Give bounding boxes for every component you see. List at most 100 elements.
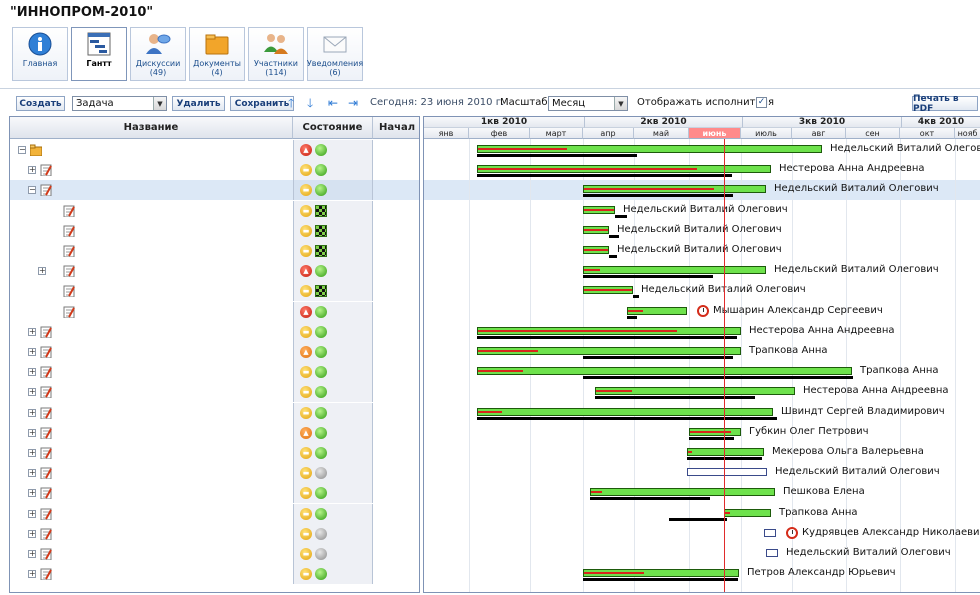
priority-icon: ▬ — [300, 406, 312, 419]
gantt-bar[interactable] — [766, 549, 778, 557]
priority-icon: ▲ — [300, 265, 312, 278]
progress-bar — [584, 208, 614, 211]
expand-icon[interactable]: + — [28, 165, 36, 175]
nav-notifications-button[interactable]: Уведомления (6) — [307, 27, 363, 81]
task-start — [373, 483, 419, 503]
gantt-bar[interactable] — [477, 145, 822, 153]
table-row[interactable]: + ▬ — [10, 321, 419, 342]
table-row[interactable]: + ▬ — [10, 443, 419, 463]
nav-info-button[interactable]: Главная — [12, 27, 68, 81]
assignee-label: Недельский Виталий Олегович — [623, 203, 788, 215]
nav-gantt-button[interactable]: Гантт — [71, 27, 127, 81]
table-row[interactable]: + ▬ — [10, 544, 419, 564]
column-header-state[interactable]: Состояние — [293, 117, 373, 139]
month-header: нояб — [955, 128, 980, 139]
month-gridline — [900, 139, 901, 592]
table-row[interactable]: ▬ — [10, 200, 419, 221]
overdue-clock-icon — [697, 304, 709, 317]
task-grid: Название Состояние Начал − ▲ + ▬ − ▬ ▬ ▬ ▬ + ▲ ▬ ▲ + ▬… — [9, 116, 420, 593]
task-state-cell: ▬ — [293, 200, 373, 221]
column-header-start[interactable]: Начал — [373, 117, 419, 139]
nav-documents-button[interactable]: Документы (4) — [189, 27, 245, 81]
table-row[interactable]: + ▬ — [10, 463, 419, 484]
task-type-select[interactable]: Задача ▼ — [72, 96, 167, 111]
table-row[interactable]: + ▲ — [10, 261, 419, 282]
outdent-icon[interactable]: ⇤ — [328, 96, 339, 110]
gantt-bar[interactable] — [687, 448, 764, 456]
collapse-icon[interactable]: − — [18, 145, 26, 154]
table-row[interactable]: + ▬ — [10, 402, 419, 423]
gantt-bar[interactable] — [477, 326, 741, 335]
gantt-bar[interactable] — [477, 367, 852, 376]
table-row[interactable]: + ▬ — [10, 362, 419, 383]
gantt-bar[interactable] — [477, 347, 741, 355]
gantt-bar[interactable] — [595, 387, 795, 396]
expand-icon[interactable]: + — [28, 427, 36, 437]
create-button[interactable]: Создать — [16, 96, 65, 111]
expand-icon[interactable]: + — [28, 387, 36, 397]
task-name-cell: + — [10, 160, 293, 180]
scale-select[interactable]: Месяц ▼ — [548, 96, 628, 111]
indent-icon[interactable]: ⇥ — [348, 96, 359, 110]
gantt-bar[interactable] — [583, 569, 739, 578]
table-row[interactable]: + ▬ — [10, 503, 419, 524]
gantt-bar[interactable] — [764, 528, 776, 537]
move-down-icon[interactable]: 🡓 — [307, 96, 314, 110]
table-row[interactable]: − ▲ — [10, 140, 419, 160]
table-row[interactable]: + ▲ — [10, 342, 419, 362]
save-button[interactable]: Сохранить — [230, 96, 294, 111]
table-row[interactable]: + ▬ — [10, 160, 419, 181]
gantt-bar[interactable] — [477, 165, 771, 174]
task-start — [373, 160, 419, 180]
gantt-bar[interactable] — [627, 306, 687, 315]
expand-icon[interactable]: + — [28, 569, 36, 579]
print-pdf-button[interactable]: Печать в PDF — [912, 94, 978, 114]
gantt-bar[interactable] — [583, 286, 633, 295]
column-header-name[interactable]: Название — [10, 117, 293, 139]
expand-icon[interactable]: + — [28, 326, 36, 336]
table-row[interactable]: ▬ — [10, 241, 419, 261]
gantt-bar[interactable] — [583, 185, 766, 194]
month-gridline — [846, 139, 847, 592]
table-row[interactable]: + ▬ — [10, 483, 419, 504]
gantt-bar[interactable] — [583, 266, 766, 275]
collapse-icon[interactable]: − — [28, 185, 36, 195]
expand-icon[interactable]: + — [28, 549, 36, 558]
expand-icon[interactable]: + — [28, 488, 36, 498]
task-name-cell: + — [10, 362, 293, 382]
gantt-bar[interactable] — [583, 205, 615, 214]
expand-icon[interactable]: + — [28, 508, 36, 518]
month-gridline — [689, 139, 690, 592]
nav-participants-button[interactable]: Участники (114) — [248, 27, 304, 81]
nav-discussions-button[interactable]: Дискуссии (49) — [130, 27, 186, 81]
gantt-bar[interactable] — [477, 407, 773, 416]
expand-icon[interactable]: + — [28, 448, 36, 457]
move-up-icon[interactable]: 🡑 — [288, 96, 295, 110]
expand-icon[interactable]: + — [28, 407, 36, 417]
table-row[interactable]: + ▬ — [10, 523, 419, 544]
expand-icon[interactable]: + — [28, 528, 36, 538]
task-start — [373, 443, 419, 463]
gantt-bar[interactable] — [583, 246, 609, 254]
table-row[interactable]: − ▬ — [10, 180, 419, 201]
chevron-down-icon[interactable]: ▼ — [153, 97, 166, 110]
expand-icon[interactable]: + — [38, 266, 46, 276]
table-row[interactable]: + ▬ — [10, 382, 419, 403]
table-row[interactable]: ▲ — [10, 301, 419, 322]
expand-icon[interactable]: + — [28, 468, 36, 478]
gantt-bar[interactable] — [689, 427, 741, 436]
show-assignees-checkbox[interactable]: ✓ — [756, 97, 767, 108]
table-row[interactable]: ▬ — [10, 220, 419, 241]
gantt-bar[interactable] — [687, 468, 767, 477]
table-row[interactable]: + ▬ — [10, 564, 419, 585]
gantt-bar[interactable] — [583, 225, 609, 234]
expand-icon[interactable]: + — [28, 367, 36, 377]
gantt-bar[interactable] — [724, 508, 771, 517]
table-row[interactable]: + ▲ — [10, 422, 419, 443]
delete-button[interactable]: Удалить — [172, 96, 225, 111]
priority-icon: ▬ — [300, 467, 312, 480]
expand-icon[interactable]: + — [28, 347, 36, 356]
chevron-down-icon[interactable]: ▼ — [614, 97, 627, 110]
gantt-bar[interactable] — [590, 488, 775, 497]
table-row[interactable]: ▬ — [10, 281, 419, 302]
